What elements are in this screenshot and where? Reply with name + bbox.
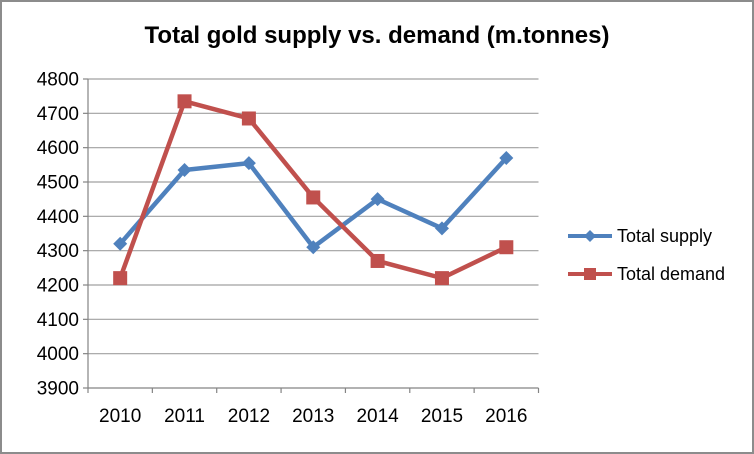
- total-demand-line-marker-icon: [568, 268, 612, 280]
- data-point-diamond: [241, 156, 256, 171]
- y-tick-label: 4600: [37, 138, 79, 159]
- y-tick-label: 4800: [37, 70, 79, 91]
- y-tick-label: 4700: [37, 104, 79, 125]
- y-tick-label: 4400: [37, 207, 79, 228]
- x-tick-label: 2016: [485, 406, 527, 427]
- data-point-diamond: [434, 221, 449, 236]
- data-point-square: [306, 190, 321, 205]
- legend: Total supply Total demand: [567, 224, 725, 300]
- legend-item-total-supply: Total supply: [567, 224, 725, 248]
- data-point-diamond: [370, 192, 385, 207]
- y-tick-label: 4300: [37, 241, 79, 262]
- legend-item-total-demand: Total demand: [567, 262, 725, 286]
- data-point-diamond: [306, 240, 321, 255]
- data-point-square: [241, 111, 256, 126]
- data-point-square: [370, 253, 385, 268]
- x-tick-label: 2014: [356, 406, 399, 427]
- y-tick-label: 4000: [37, 344, 79, 365]
- data-point-square: [113, 271, 128, 286]
- chart-title: Total gold supply vs. demand (m.tonnes): [144, 22, 610, 49]
- y-tick-label: 4500: [37, 173, 79, 194]
- y-tick-label: 4200: [37, 276, 79, 297]
- data-point-diamond: [177, 162, 192, 177]
- x-tick-label: 2010: [99, 406, 141, 427]
- data-point-square: [434, 271, 449, 286]
- data-point-square: [499, 240, 514, 255]
- x-tick-label: 2011: [164, 406, 205, 427]
- data-point-square: [584, 268, 596, 280]
- y-tick-label: 4100: [37, 310, 79, 331]
- data-point-diamond: [499, 150, 514, 165]
- x-tick-label: 2012: [228, 406, 270, 427]
- legend-label-total-supply: Total supply: [617, 225, 713, 246]
- x-tick-label: 2013: [292, 406, 334, 427]
- x-tick-label: 2015: [421, 406, 463, 427]
- y-tick-label: 3900: [37, 379, 79, 400]
- total-supply-line-marker-icon: [568, 230, 612, 242]
- data-point-square: [177, 94, 192, 109]
- data-point-diamond: [584, 230, 596, 242]
- data-point-diamond: [113, 236, 128, 251]
- legend-label-total-demand: Total demand: [617, 263, 726, 284]
